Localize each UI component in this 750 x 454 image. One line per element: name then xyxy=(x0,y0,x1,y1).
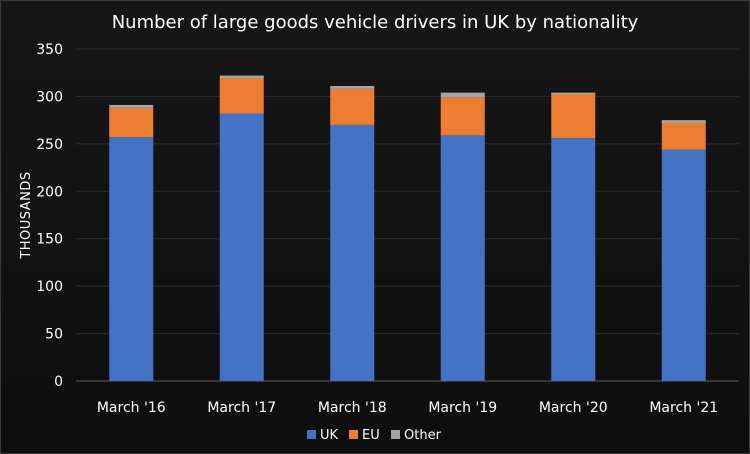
bar-uk-segment xyxy=(551,138,596,381)
bar-eu-segment xyxy=(109,107,154,138)
bar-other-segment xyxy=(219,75,264,79)
bar-eu-segment xyxy=(661,122,706,150)
bar-eu-segment xyxy=(551,94,596,139)
bar-eu-segment xyxy=(330,88,375,125)
y-tick-label: 0 xyxy=(54,374,63,390)
bar-uk-segment xyxy=(440,135,485,381)
y-tick-label: 50 xyxy=(45,327,63,343)
x-tick-label: March '17 xyxy=(207,400,276,416)
bar-eu-segment xyxy=(440,97,485,136)
y-axis-ticks: 0 50 100 150 200 250 300 350 xyxy=(36,42,63,390)
bar-uk-segment xyxy=(219,113,264,381)
x-axis-ticks: March '16 March '17 March '18 March '19 Marc… xyxy=(97,400,718,416)
x-tick-label: March '18 xyxy=(318,400,387,416)
legend-swatch-other xyxy=(391,430,400,439)
y-tick-label: 250 xyxy=(36,137,63,153)
legend-swatch-uk xyxy=(307,430,316,439)
y-axis-label: THOUSANDS xyxy=(19,171,34,259)
bar-other-segment xyxy=(330,85,375,89)
y-tick-label: 300 xyxy=(36,89,63,105)
gridlines xyxy=(76,48,739,382)
y-tick-label: 100 xyxy=(36,279,63,295)
x-tick-label: March '20 xyxy=(539,400,608,416)
bar-uk-segment xyxy=(109,137,154,381)
bar-other-segment xyxy=(661,120,706,123)
bar-other-segment xyxy=(109,104,154,108)
bar-other-segment xyxy=(440,92,485,98)
legend-label-eu: EU xyxy=(362,428,380,443)
bar-uk-segment xyxy=(330,124,375,381)
bars xyxy=(109,75,706,381)
legend-label-uk: UK xyxy=(320,428,339,443)
y-tick-label: 150 xyxy=(36,232,63,248)
bar-uk-segment xyxy=(661,149,706,381)
chart-title: Number of large goods vehicle drivers in… xyxy=(112,12,639,33)
x-tick-label: March '21 xyxy=(649,400,718,416)
bar-eu-segment xyxy=(219,78,264,114)
y-tick-label: 350 xyxy=(36,42,63,58)
bar-other-segment xyxy=(551,92,596,95)
x-tick-label: March '19 xyxy=(428,400,497,416)
x-tick-label: March '16 xyxy=(97,400,166,416)
legend-swatch-eu xyxy=(349,430,358,439)
legend: UK EU Other xyxy=(307,428,442,443)
y-tick-label: 200 xyxy=(36,184,63,200)
legend-label-other: Other xyxy=(404,428,442,443)
